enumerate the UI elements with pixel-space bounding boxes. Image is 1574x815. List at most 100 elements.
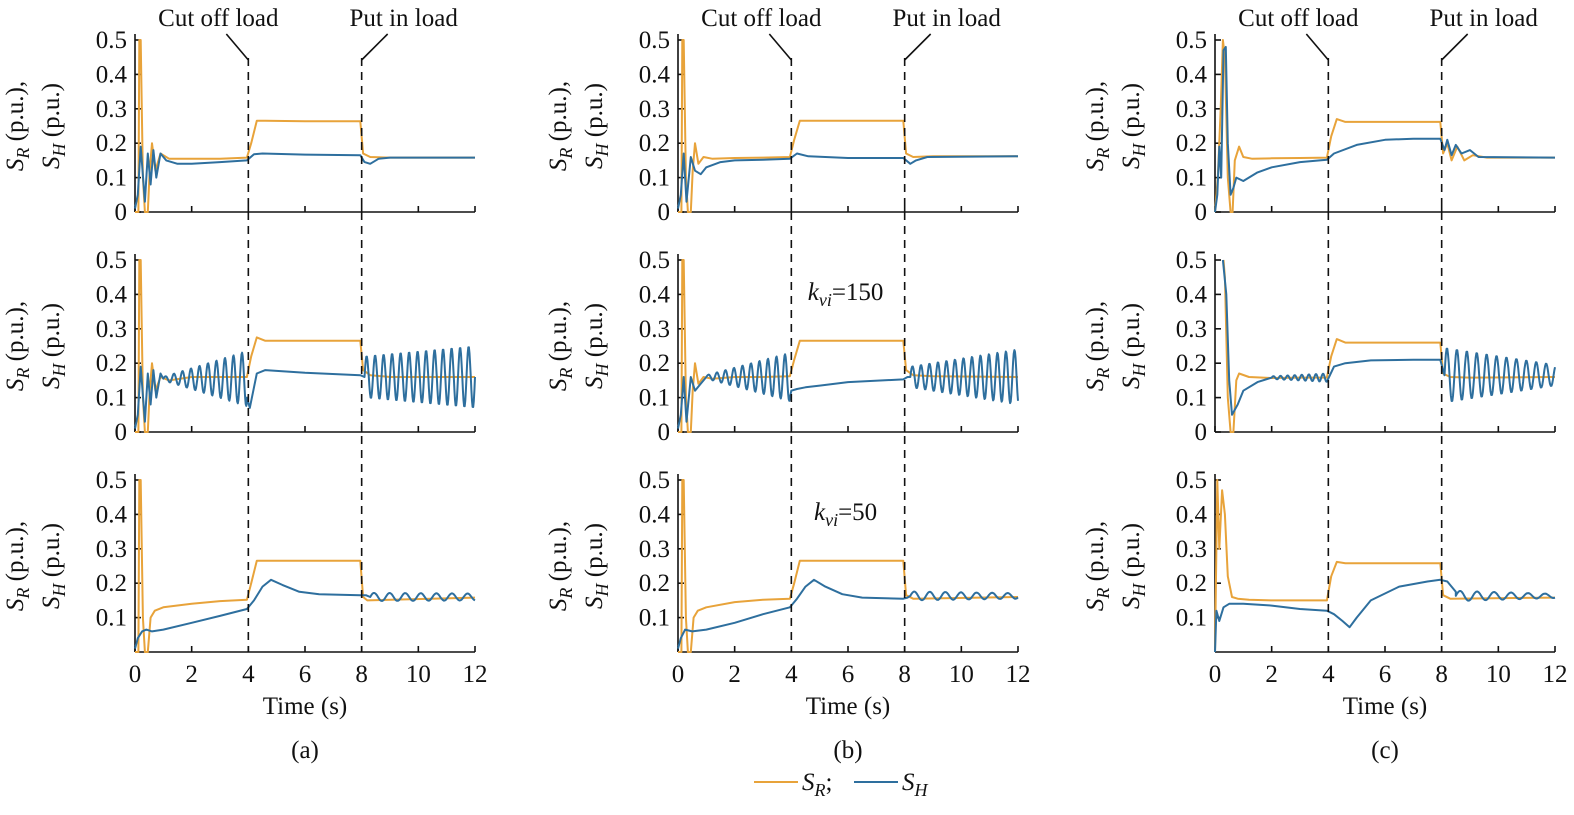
series-line-s-h xyxy=(1214,45,1556,213)
y-axis-label-sr: SR (p.u.), xyxy=(2,301,33,391)
x-tick-label: 2 xyxy=(728,661,741,688)
panel-c1: 0 0.1 0.2 0.3 0.4 0.5 SR (p.u.),SH (p.u.) xyxy=(1082,27,1556,226)
event-leader xyxy=(768,33,792,61)
y-axis-label-sh: SH (p.u.) xyxy=(581,523,612,609)
x-tick-label: 8 xyxy=(355,661,368,688)
y-axis-label-sr: SR (p.u.), xyxy=(545,521,576,611)
x-tick-label: 0 xyxy=(672,661,685,688)
y-axis-label-sh: SH (p.u.) xyxy=(581,303,612,389)
y-tick-label: 0.4 xyxy=(96,501,128,528)
x-tick-label: 10 xyxy=(406,661,431,688)
series-line-s-r xyxy=(135,259,475,433)
subplot-grid: 00.10.20.30.40.5SR (p.u.),SH (p.u.)00.10… xyxy=(2,5,1568,720)
y-tick-label: 0 xyxy=(115,419,128,446)
x-tick-label: 0 xyxy=(1209,661,1222,688)
y-tick-label: 0.3 xyxy=(639,536,670,563)
kvi-annotation: kvi=150 xyxy=(808,279,884,310)
y-tick-label: 0.4 xyxy=(96,61,128,88)
x-axis-label: Time (s) xyxy=(1343,693,1428,720)
y-tick-label: 0.5 xyxy=(639,467,670,494)
y-tick-label: 0.2 xyxy=(1176,570,1207,597)
panel-c3: 0.1 0.2 0.3 0.4 0.5 0 2 4 6 8 10 12 SR (p.u.),SH (p.… xyxy=(1082,467,1568,720)
y-tick-label: 0.1 xyxy=(96,165,127,192)
y-tick-label: 0.2 xyxy=(639,350,670,377)
x-tick-label: 0 xyxy=(129,661,142,688)
y-tick-label: 0.1 xyxy=(1176,605,1207,632)
y-tick-label: 0.5 xyxy=(96,247,127,274)
y-tick-label: 0.4 xyxy=(96,281,128,308)
series-line-s-r xyxy=(135,39,475,213)
y-axis-label-sr: SR (p.u.), xyxy=(1082,521,1113,611)
y-tick-label: 0.3 xyxy=(639,96,670,123)
y-tick-label: 0.2 xyxy=(96,570,127,597)
y-tick-label: 0.3 xyxy=(96,536,127,563)
panel-b3: 0.1 0.2 0.3 0.4 0.5 0 2 4 6 8 10 12 SR (p.u.),SH (p.… xyxy=(545,467,1031,720)
y-axis-label-sr: SR (p.u.), xyxy=(1082,301,1113,391)
y-axis-label-sr: SR (p.u.), xyxy=(2,81,33,171)
panel-c2: 0 0.1 0.2 0.3 0.4 0.5 SR (p.u.),SH (p.u.) xyxy=(1082,247,1556,446)
y-tick-label: 0.3 xyxy=(1176,316,1207,343)
legend-label-s-h: SH xyxy=(902,769,929,800)
y-tick-label: 0.2 xyxy=(1176,130,1207,157)
event-leader xyxy=(904,33,932,61)
series-line-s-r xyxy=(678,39,1018,213)
x-tick-label: 10 xyxy=(949,661,974,688)
y-tick-label: 0.2 xyxy=(96,350,127,377)
y-tick-label: 0.1 xyxy=(639,385,670,412)
y-axis-label-sh: SH (p.u.) xyxy=(581,83,612,169)
series-line-s-h xyxy=(134,346,476,429)
x-tick-label: 6 xyxy=(299,661,312,688)
x-tick-label: 4 xyxy=(242,661,255,688)
y-tick-label: 0.4 xyxy=(639,501,671,528)
x-tick-label: 6 xyxy=(1379,661,1392,688)
event-label-cut-off: Cut off load xyxy=(701,5,822,32)
y-tick-label: 0.1 xyxy=(96,605,127,632)
series-line-s-h xyxy=(677,349,1019,429)
y-tick-label: 0 xyxy=(115,199,128,226)
x-tick-label: 4 xyxy=(785,661,798,688)
y-axis-label-sr: SR (p.u.), xyxy=(2,521,33,611)
series-line-s-r xyxy=(1214,39,1555,213)
x-axis-label: Time (s) xyxy=(806,693,891,720)
y-axis-label-sh: SH (p.u.) xyxy=(1118,83,1149,169)
y-axis-label-sh: SH (p.u.) xyxy=(38,303,69,389)
y-axis-label-sr: SR (p.u.), xyxy=(545,301,576,391)
caption-1: (b) xyxy=(833,737,862,764)
y-tick-label: 0 xyxy=(658,419,671,446)
y-tick-label: 0.5 xyxy=(1176,247,1207,274)
event-label-cut-off: Cut off load xyxy=(1238,5,1359,32)
event-leader xyxy=(225,33,249,61)
y-tick-label: 0.3 xyxy=(639,316,670,343)
event-label-put-in: Put in load xyxy=(349,5,458,32)
series-line-s-h xyxy=(134,145,475,209)
event-leader xyxy=(1441,33,1469,61)
panel-a3: 0.1 0.2 0.3 0.4 0.5 0 2 4 6 8 10 12 SR (p.u.),SH (p.… xyxy=(2,467,488,720)
column-captions: (a) (b) (c) xyxy=(291,737,1399,764)
x-tick-label: 2 xyxy=(185,661,198,688)
y-tick-label: 0.1 xyxy=(1176,165,1207,192)
event-label-put-in: Put in load xyxy=(892,5,1001,32)
panel-b2: 0 0.1 0.2 0.3 0.4 0.5 SR (p.u.),SH (p.u.) xyxy=(545,247,1019,446)
x-tick-label: 4 xyxy=(1322,661,1335,688)
y-tick-label: 0 xyxy=(1195,419,1208,446)
y-tick-label: 0.5 xyxy=(96,467,127,494)
y-tick-label: 0.1 xyxy=(639,605,670,632)
y-tick-label: 0.4 xyxy=(1176,61,1208,88)
legend-label-s-r: SR; xyxy=(802,769,832,800)
y-tick-label: 0.4 xyxy=(1176,281,1208,308)
event-label-cut-off: Cut off load xyxy=(158,5,279,32)
y-tick-label: 0.5 xyxy=(639,27,670,54)
y-tick-label: 0.4 xyxy=(1176,501,1208,528)
y-tick-label: 0.3 xyxy=(96,316,127,343)
y-tick-label: 0.5 xyxy=(1176,27,1207,54)
y-axis-label-sh: SH (p.u.) xyxy=(1118,303,1149,389)
x-tick-label: 8 xyxy=(898,661,911,688)
y-axis-label-sh: SH (p.u.) xyxy=(38,523,69,609)
y-axis-label-sr: SR (p.u.), xyxy=(545,81,576,171)
y-axis-label-sh: SH (p.u.) xyxy=(1118,523,1149,609)
y-axis-label-sr: SR (p.u.), xyxy=(1082,81,1113,171)
series-line-s-r xyxy=(1214,479,1556,653)
y-tick-label: 0 xyxy=(658,199,671,226)
event-leader xyxy=(361,33,389,61)
